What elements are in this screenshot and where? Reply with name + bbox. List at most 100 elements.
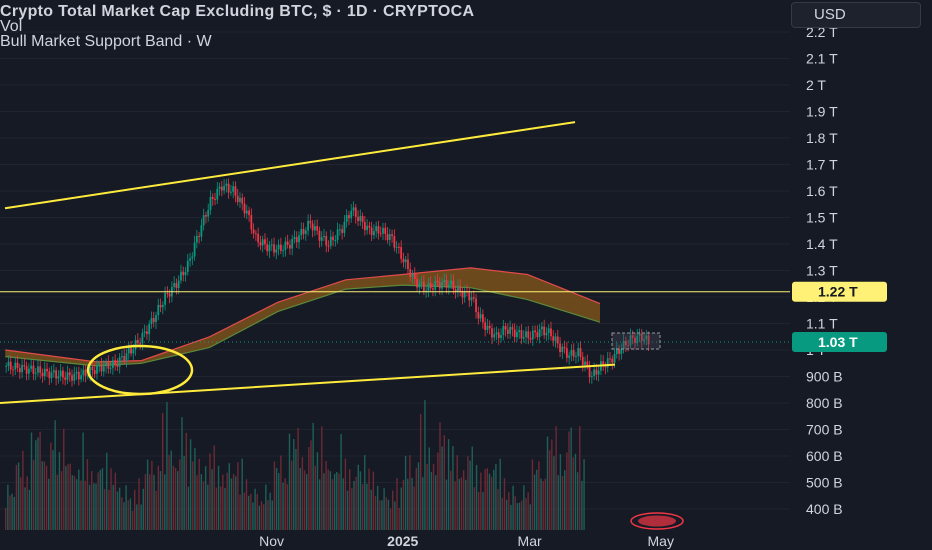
candle-body — [561, 346, 564, 353]
volume-bar — [561, 475, 564, 530]
symbol-title[interactable]: Crypto Total Market Cap Excluding BTC, $… — [0, 3, 475, 20]
candle-body — [148, 324, 151, 335]
volume-bar — [252, 502, 254, 530]
volume-bar — [325, 461, 327, 530]
volume-bar — [159, 471, 162, 530]
candle-body — [597, 370, 600, 375]
volume-bar — [441, 446, 443, 530]
candle-body — [481, 314, 484, 323]
volume-bar — [559, 454, 562, 530]
candle-body — [461, 291, 464, 298]
candle-body — [84, 369, 87, 376]
candle-body — [261, 239, 264, 246]
indicator-legend[interactable]: Bull Market Support Band · W — [0, 33, 212, 50]
candle-body — [57, 376, 60, 379]
candle-body — [164, 292, 166, 305]
volume-bar — [475, 465, 478, 530]
volume-bar — [521, 500, 523, 530]
volume-bar — [118, 487, 121, 530]
candle-body — [350, 210, 353, 219]
volume-bar — [17, 462, 20, 530]
price-tick-label: 1.5 T — [806, 210, 838, 226]
volume-bar — [383, 488, 385, 530]
volume-bar — [155, 490, 157, 530]
volume-bar — [280, 455, 282, 530]
volume-bar — [101, 468, 104, 530]
volume-bar — [342, 478, 344, 530]
candle-body — [46, 368, 48, 372]
volume-bar — [536, 469, 538, 530]
candle-body — [64, 377, 67, 380]
replay-icon-inner — [638, 515, 676, 527]
volume-bar — [336, 471, 338, 530]
time-tick-label: Mar — [518, 533, 542, 549]
candle-body — [395, 246, 398, 248]
volume-bar — [473, 487, 476, 530]
candle-body — [531, 330, 534, 340]
volume-bar — [372, 471, 375, 530]
candle-body — [429, 283, 432, 289]
volume-bar — [41, 461, 43, 530]
candle-body — [86, 375, 89, 377]
volume-bar — [303, 470, 306, 530]
currency-button[interactable]: USD — [791, 2, 921, 28]
volume-bar — [110, 468, 112, 530]
volume-bar — [316, 452, 319, 530]
volume-bar — [215, 487, 218, 530]
candle-body — [161, 304, 164, 308]
volume-bar — [581, 480, 583, 530]
candle-body — [595, 369, 598, 375]
candle-body — [586, 361, 589, 367]
volume-bar — [555, 426, 557, 530]
volume-bar — [174, 467, 177, 530]
volume-bar — [121, 497, 123, 530]
volume-bar — [501, 497, 504, 530]
candle-body — [538, 329, 541, 338]
candle-body — [146, 331, 148, 335]
candle-body — [550, 328, 552, 337]
volume-bar — [189, 439, 192, 530]
price-tick-label: 400 B — [806, 501, 843, 517]
price-tick-label: 700 B — [806, 422, 843, 438]
volume-bar — [250, 493, 252, 530]
channel-lower-line — [0, 363, 616, 404]
volume-bar — [574, 453, 577, 530]
candle-body — [157, 304, 160, 316]
volume-bar — [435, 475, 437, 530]
volume-bar — [54, 420, 56, 530]
candle-body — [434, 280, 437, 290]
volume-bar — [24, 487, 26, 530]
volume-bar — [432, 463, 435, 530]
candle-body — [121, 356, 123, 358]
candle-body — [588, 366, 591, 378]
volume-bar — [71, 475, 74, 530]
volume-bar — [275, 468, 278, 530]
volume-legend[interactable]: Vol — [0, 18, 23, 35]
candle-body — [91, 366, 94, 371]
volume-bar — [228, 463, 230, 530]
candle-body — [404, 259, 407, 263]
price-tags: 1.22 T 1.03 T — [792, 281, 887, 353]
candle-body — [173, 283, 176, 287]
candle-body — [454, 289, 457, 292]
volume-bar — [146, 459, 149, 530]
volume-bar — [508, 492, 510, 530]
candle-body — [304, 230, 307, 234]
volume-bar — [456, 455, 458, 530]
volume-bar — [551, 439, 553, 530]
candle-body — [602, 361, 605, 366]
candle-body — [520, 330, 523, 339]
candle-body — [593, 369, 596, 376]
volume-bar — [404, 455, 407, 530]
volume-bar — [353, 480, 355, 530]
candle-body — [259, 242, 262, 246]
candle-body — [341, 229, 344, 233]
candle-body — [529, 338, 532, 340]
volume-bar — [392, 490, 394, 530]
volume-bar — [65, 466, 67, 530]
volume-bar — [11, 493, 13, 530]
volume-bar — [452, 446, 454, 530]
time-axis[interactable]: Nov 2025 Mar May — [259, 533, 674, 549]
volume-bar — [239, 494, 241, 530]
